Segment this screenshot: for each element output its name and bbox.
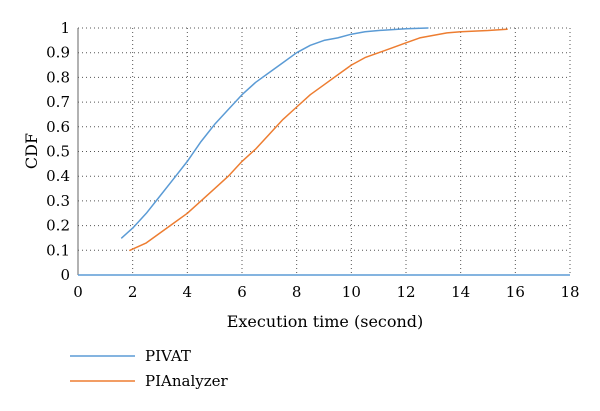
y-tick-label: 1	[60, 19, 70, 37]
x-tick-label: 8	[292, 283, 302, 301]
legend-label-pivat: PIVAT	[145, 347, 191, 365]
x-tick-label: 14	[451, 283, 470, 301]
y-tick-label: 0.8	[46, 68, 70, 86]
x-tick-label: 16	[506, 283, 525, 301]
x-tick-label: 0	[73, 283, 83, 301]
x-tick-label: 10	[342, 283, 361, 301]
y-tick-label: 0.3	[46, 192, 70, 210]
y-tick-label: 0	[60, 266, 70, 284]
y-tick-label: 0.6	[46, 118, 70, 136]
y-tick-label: 0.7	[46, 93, 70, 111]
series-line-pianalyzer	[129, 28, 508, 252]
series-line-pivat	[120, 27, 429, 239]
y-tick-label: 0.9	[46, 44, 70, 62]
y-tick-label: 0.5	[46, 143, 70, 161]
x-tick-label: 18	[560, 283, 579, 301]
y-tick-label: 0.2	[46, 217, 70, 235]
x-tick-label: 4	[183, 283, 193, 301]
grid-lines	[78, 27, 571, 275]
x-tick-label: 2	[128, 283, 138, 301]
axes	[77, 28, 570, 276]
y-tick-label: 0.1	[46, 241, 70, 259]
data-series	[120, 27, 508, 252]
legend-label-pianalyzer: PIAnalyzer	[145, 372, 229, 390]
x-axis-label: Execution time (second)	[227, 312, 424, 331]
x-tick-label: 12	[396, 283, 415, 301]
x-tick-label: 6	[237, 283, 247, 301]
tick-labels: 00.10.20.30.40.50.60.70.80.910 2 4 6 8 10 12 14…	[46, 19, 579, 301]
y-tick-label: 0.4	[46, 167, 70, 185]
y-axis-label: CDF	[22, 133, 41, 169]
legend: PIVAT PIAnalyzer	[70, 347, 229, 390]
